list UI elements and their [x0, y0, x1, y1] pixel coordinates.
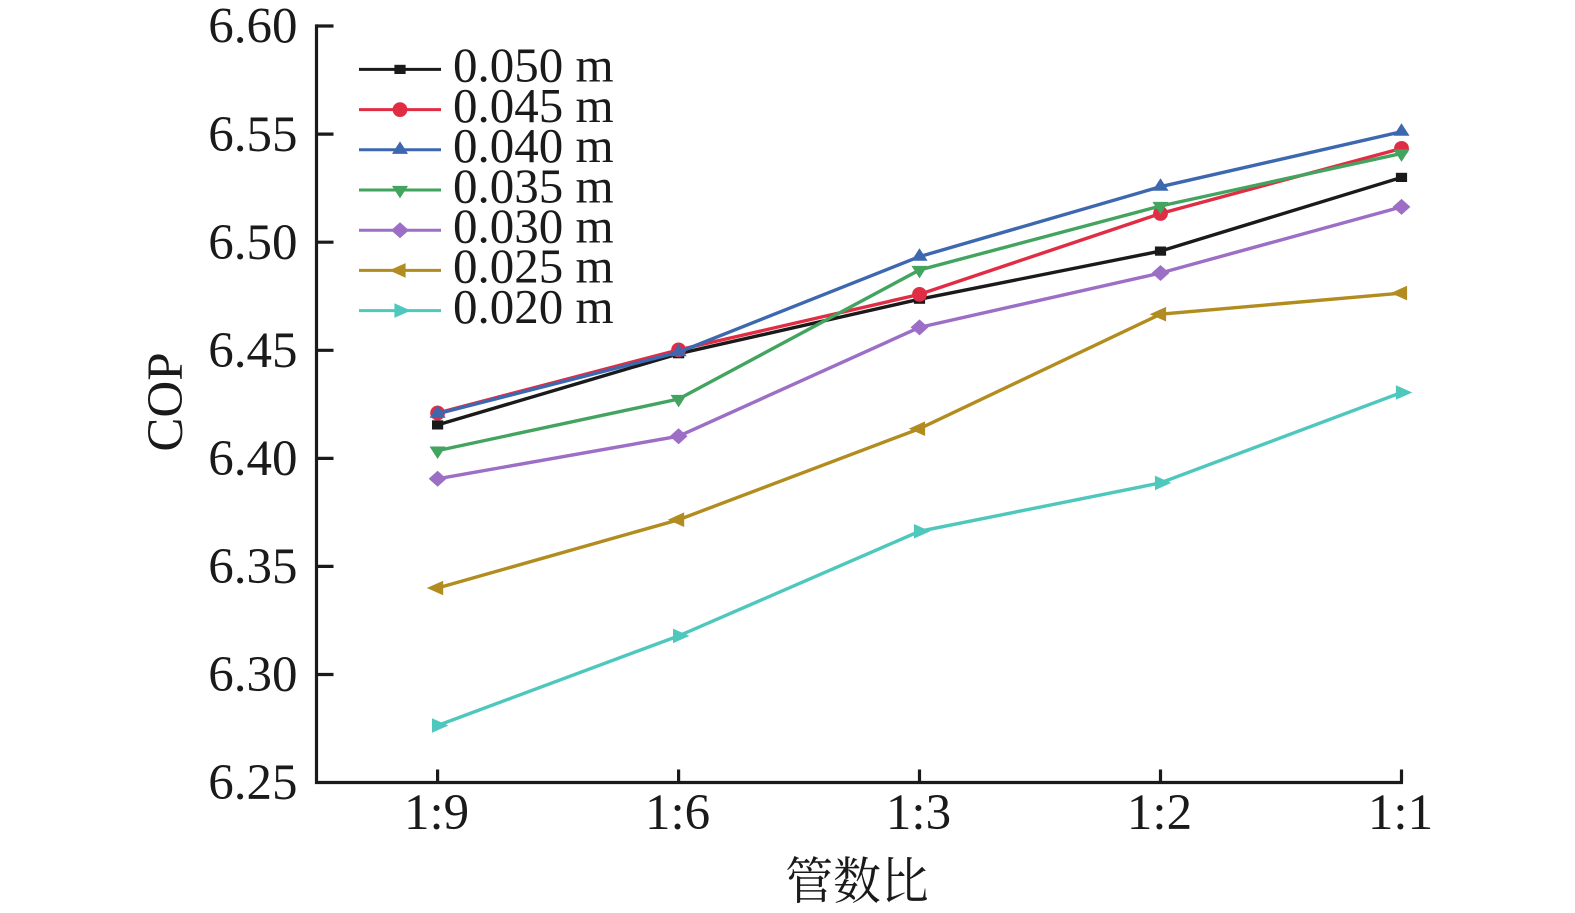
- svg-text:1:3: 1:3: [886, 785, 951, 841]
- svg-text:0.040 m: 0.040 m: [453, 118, 614, 173]
- svg-text:6.60: 6.60: [208, 0, 297, 55]
- svg-text:COP: COP: [138, 352, 194, 451]
- svg-text:1:9: 1:9: [404, 785, 469, 841]
- svg-text:1:6: 1:6: [645, 785, 710, 841]
- svg-text:6.30: 6.30: [208, 647, 297, 703]
- svg-text:0.035 m: 0.035 m: [453, 158, 614, 213]
- svg-text:0.045 m: 0.045 m: [453, 78, 614, 133]
- svg-text:6.55: 6.55: [208, 107, 297, 163]
- svg-text:6.40: 6.40: [208, 431, 297, 487]
- svg-text:1:2: 1:2: [1127, 785, 1192, 841]
- svg-text:6.50: 6.50: [208, 215, 297, 271]
- svg-text:0.025 m: 0.025 m: [453, 239, 614, 294]
- svg-text:0.050 m: 0.050 m: [453, 38, 614, 93]
- svg-text:6.25: 6.25: [208, 755, 297, 811]
- svg-text:6.45: 6.45: [208, 323, 297, 379]
- svg-text:6.35: 6.35: [208, 539, 297, 595]
- svg-text:1:1: 1:1: [1368, 785, 1433, 841]
- svg-text:0.020 m: 0.020 m: [453, 279, 614, 334]
- svg-text:0.030 m: 0.030 m: [453, 199, 614, 254]
